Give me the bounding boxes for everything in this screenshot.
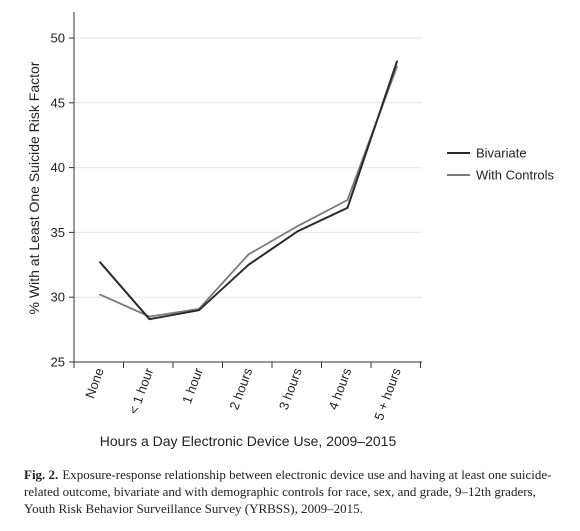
data-point-s1-3 [247,253,250,256]
y-tick-label-3: 40 [51,160,65,175]
line-chart: 25 30 35 40 45 50 None < 1 hour 1 hour 2 hours 3 … [26,12,555,449]
x-axis-title: Hours a Day Electronic Device Use, 2009–… [100,433,397,449]
data-point-s1-4 [297,225,299,227]
x-tick-label-1: < 1 hour [126,365,157,416]
x-tick-label-5: 4 hours [325,365,354,411]
caption-text: Exposure-response relationship between e… [24,467,552,516]
data-point-s1-5 [346,199,349,201]
x-tick-label-0: None [82,366,107,400]
data-point-s1-6 [396,65,398,68]
axes [73,12,422,363]
y-tick-label-2: 35 [51,225,65,240]
data-point-s0-6 [396,60,398,63]
gridlines [74,37,422,298]
data-point-s0-3 [247,263,250,266]
y-tick-label-5: 50 [51,31,65,46]
data-point-s0-5 [346,206,349,209]
figure-caption: Fig. 2. Exposure-response relationship be… [24,466,554,517]
data-point-s1-1 [148,315,151,318]
y-tick-label-1: 30 [51,290,65,305]
x-tick-label-4: 3 hours [276,365,305,411]
y-axis-title: % With at Least One Suicide Risk Factor [26,61,42,314]
data-point-s1-0 [99,293,101,296]
series-lines [99,60,398,321]
y-ticks: 25 30 35 40 45 50 [51,31,74,370]
x-tick-label-2: 1 hour [179,365,206,405]
x-tick-label-3: 2 hours [226,365,255,411]
legend-label-1: With Controls [476,168,555,183]
x-ticks: None < 1 hour 1 hour 2 hours 3 hours 4 hours 5… [73,362,421,422]
data-point-s0-0 [99,261,101,264]
legend: Bivariate With Controls [447,146,555,183]
data-point-s0-1 [148,318,151,321]
y-tick-label-4: 45 [51,95,65,110]
x-tick-label-6: 5 + hours [371,365,404,422]
y-tick-label-0: 25 [51,355,65,370]
data-point-s0-2 [198,309,200,312]
data-point-s0-4 [297,230,299,233]
caption-label: Fig. 2. [24,467,59,482]
series-line-0 [99,60,398,321]
legend-label-0: Bivariate [476,146,527,161]
